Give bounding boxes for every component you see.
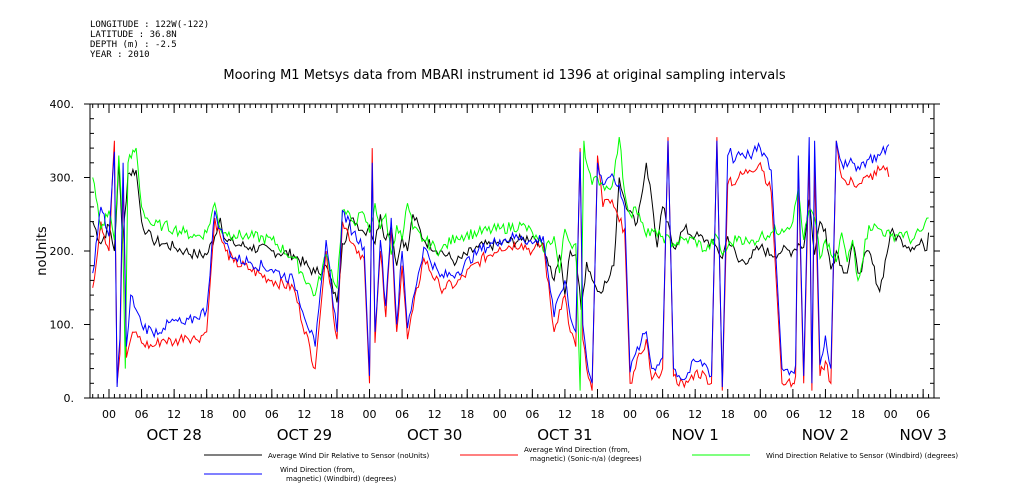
meta-depth: DEPTH (m) : -2.5 [90, 40, 177, 50]
x-tick-label: 00 [232, 408, 246, 421]
x-tick-label: 06 [656, 408, 670, 421]
x-tick-label: 18 [721, 408, 735, 421]
x-tick-label: 12 [297, 408, 311, 421]
y-axis-label: noUnits [35, 226, 50, 276]
x-tick-label: 12 [818, 408, 832, 421]
chart-title: Mooring M1 Metsys data from MBARI instru… [223, 68, 786, 83]
x-tick-label: 06 [265, 408, 279, 421]
x-day-label: NOV 1 [672, 426, 719, 444]
series-line-3 [92, 137, 929, 391]
x-tick-label: 18 [851, 408, 865, 421]
series-line-4 [92, 137, 890, 388]
plot-frame [89, 103, 935, 399]
x-tick-label: 18 [460, 408, 474, 421]
x-tick-label: 18 [330, 408, 344, 421]
legend-label-green: Wind Direction Relative to Sensor (Windb… [766, 452, 958, 460]
series-line-1 [92, 162, 930, 310]
meta-longitude: LONGITUDE : 122W(-122) [90, 20, 210, 30]
x-tick-label: 00 [493, 408, 507, 421]
x-tick-label: 18 [200, 408, 214, 421]
y-tick-label: 100. [50, 319, 75, 332]
y-tick-label: 300. [50, 172, 75, 185]
metadata-block: LONGITUDE : 122W(-122) LATITUDE : 36.8N … [90, 20, 209, 60]
x-day-label: OCT 29 [277, 426, 332, 444]
x-tick-label: 06 [786, 408, 800, 421]
legend-label-black: Average Wind Dir Relative to Sensor (noU… [268, 452, 429, 460]
x-day-label: NOV 2 [802, 426, 849, 444]
x-day-label: OCT 31 [537, 426, 592, 444]
x-tick-label: 12 [167, 408, 181, 421]
x-tick-label: 00 [102, 408, 116, 421]
x-tick-label: 00 [884, 408, 898, 421]
x-day-label: NOV 3 [899, 426, 946, 444]
meta-year: YEAR : 2010 [90, 50, 150, 60]
x-tick-label: 18 [590, 408, 604, 421]
legend-label-red-2: magnetic) (Sonic-n/a) (degrees) [530, 455, 642, 463]
meta-latitude: LATITUDE : 36.8N [90, 30, 177, 40]
y-tick-label: 200. [50, 245, 75, 258]
x-tick-label: 06 [395, 408, 409, 421]
x-day-label: OCT 30 [407, 426, 462, 444]
x-tick-label: 06 [135, 408, 149, 421]
x-day-label: OCT 28 [146, 426, 201, 444]
legend-label-blue-2: magnetic) (Windbird) (degrees) [286, 475, 397, 483]
legend-label-blue-1: Wind Direction (from, [280, 466, 355, 474]
x-tick-label: 12 [428, 408, 442, 421]
series-line-2 [92, 137, 890, 391]
y-tick-label: 0. [64, 392, 75, 405]
x-tick-label: 06 [916, 408, 930, 421]
x-tick-label: 00 [623, 408, 637, 421]
x-tick-label: 00 [753, 408, 767, 421]
y-tick-label: 400. [50, 98, 75, 111]
x-tick-label: 00 [363, 408, 377, 421]
legend-label-red-1: Average Wind Direction (from, [524, 446, 630, 454]
x-tick-label: 12 [688, 408, 702, 421]
x-tick-label: 06 [525, 408, 539, 421]
x-tick-label: 12 [558, 408, 572, 421]
